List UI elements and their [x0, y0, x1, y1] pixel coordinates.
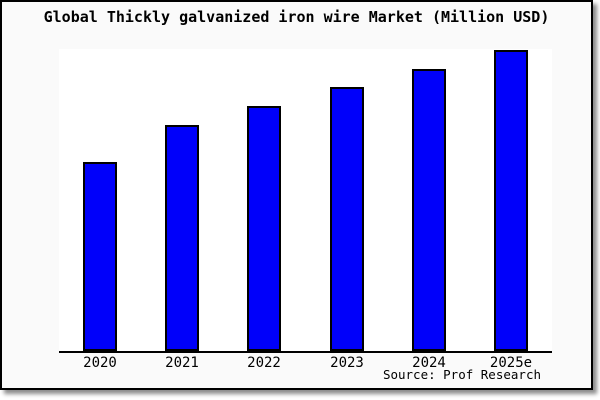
chart-frame: Global Thickly galvanized iron wire Mark… [0, 0, 593, 390]
bar-2023 [330, 87, 364, 351]
x-tick-label-2021: 2021 [165, 355, 199, 371]
bar-2024 [412, 69, 446, 351]
bar-2025e [494, 50, 528, 351]
source-credit: Source: Prof Research [382, 367, 541, 382]
bar-2022 [247, 106, 281, 351]
x-axis-labels: 2020 2021 2022 2023 2024 2025e [59, 355, 552, 371]
x-tick-label-2023: 2023 [330, 355, 364, 371]
x-tick-label-2020: 2020 [83, 355, 117, 371]
chart-title: Global Thickly galvanized iron wire Mark… [43, 8, 550, 26]
x-tick-label-2025e: 2025e [489, 355, 533, 371]
x-tick-label-2022: 2022 [247, 355, 281, 371]
bar-2020 [83, 162, 117, 351]
bar-2021 [165, 125, 199, 351]
x-tick-label-2024: 2024 [412, 355, 446, 371]
plot-area [59, 49, 552, 353]
